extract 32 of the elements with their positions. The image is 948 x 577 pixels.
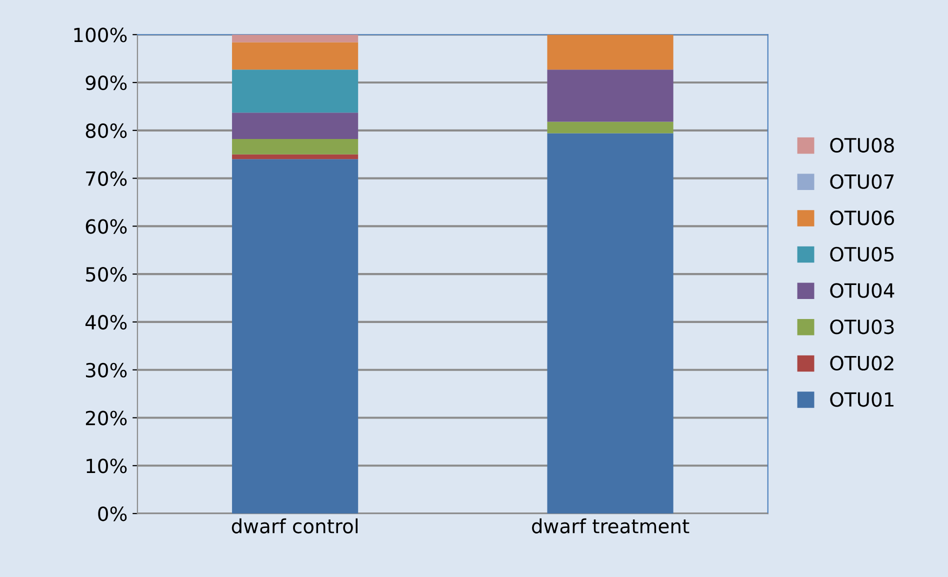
legend-label: OTU01	[830, 392, 894, 407]
y-tick-label: 20%	[86, 410, 127, 426]
bar	[232, 139, 358, 154]
x-tick-label: dwarf control	[232, 518, 358, 534]
y-tick-label: 60%	[86, 219, 127, 234]
bar	[232, 42, 358, 70]
legend-label: OTU05	[830, 246, 894, 262]
legend-label: OTU04	[830, 283, 894, 298]
y-tick-label: 40%	[85, 314, 127, 330]
y-tick-label: 90%	[86, 75, 127, 90]
legend-label: OTU02	[830, 356, 894, 371]
bar	[232, 112, 358, 140]
bar	[232, 34, 358, 42]
legend-label: OTU08	[830, 138, 894, 153]
y-tick-label: 100%	[74, 28, 127, 42]
y-tick-label: 10%	[86, 458, 127, 474]
legend-label: OTU06	[830, 210, 894, 226]
x-tick-label: dwarf treatment	[532, 518, 690, 534]
y-tick-label: 50%	[86, 267, 127, 282]
y-tick-label: 80%	[86, 123, 127, 138]
bar	[547, 122, 674, 134]
bar	[547, 34, 674, 70]
y-tick-label: 30%	[86, 362, 127, 378]
bar	[232, 159, 358, 514]
y-tick-label: 0%	[98, 506, 127, 522]
bar	[232, 154, 358, 160]
bar	[547, 70, 674, 122]
legend-label: OTU07	[830, 174, 894, 189]
legend-label: OTU03	[830, 319, 894, 334]
bar	[547, 133, 674, 514]
y-tick-label: 70%	[86, 171, 127, 186]
bar	[232, 70, 358, 113]
